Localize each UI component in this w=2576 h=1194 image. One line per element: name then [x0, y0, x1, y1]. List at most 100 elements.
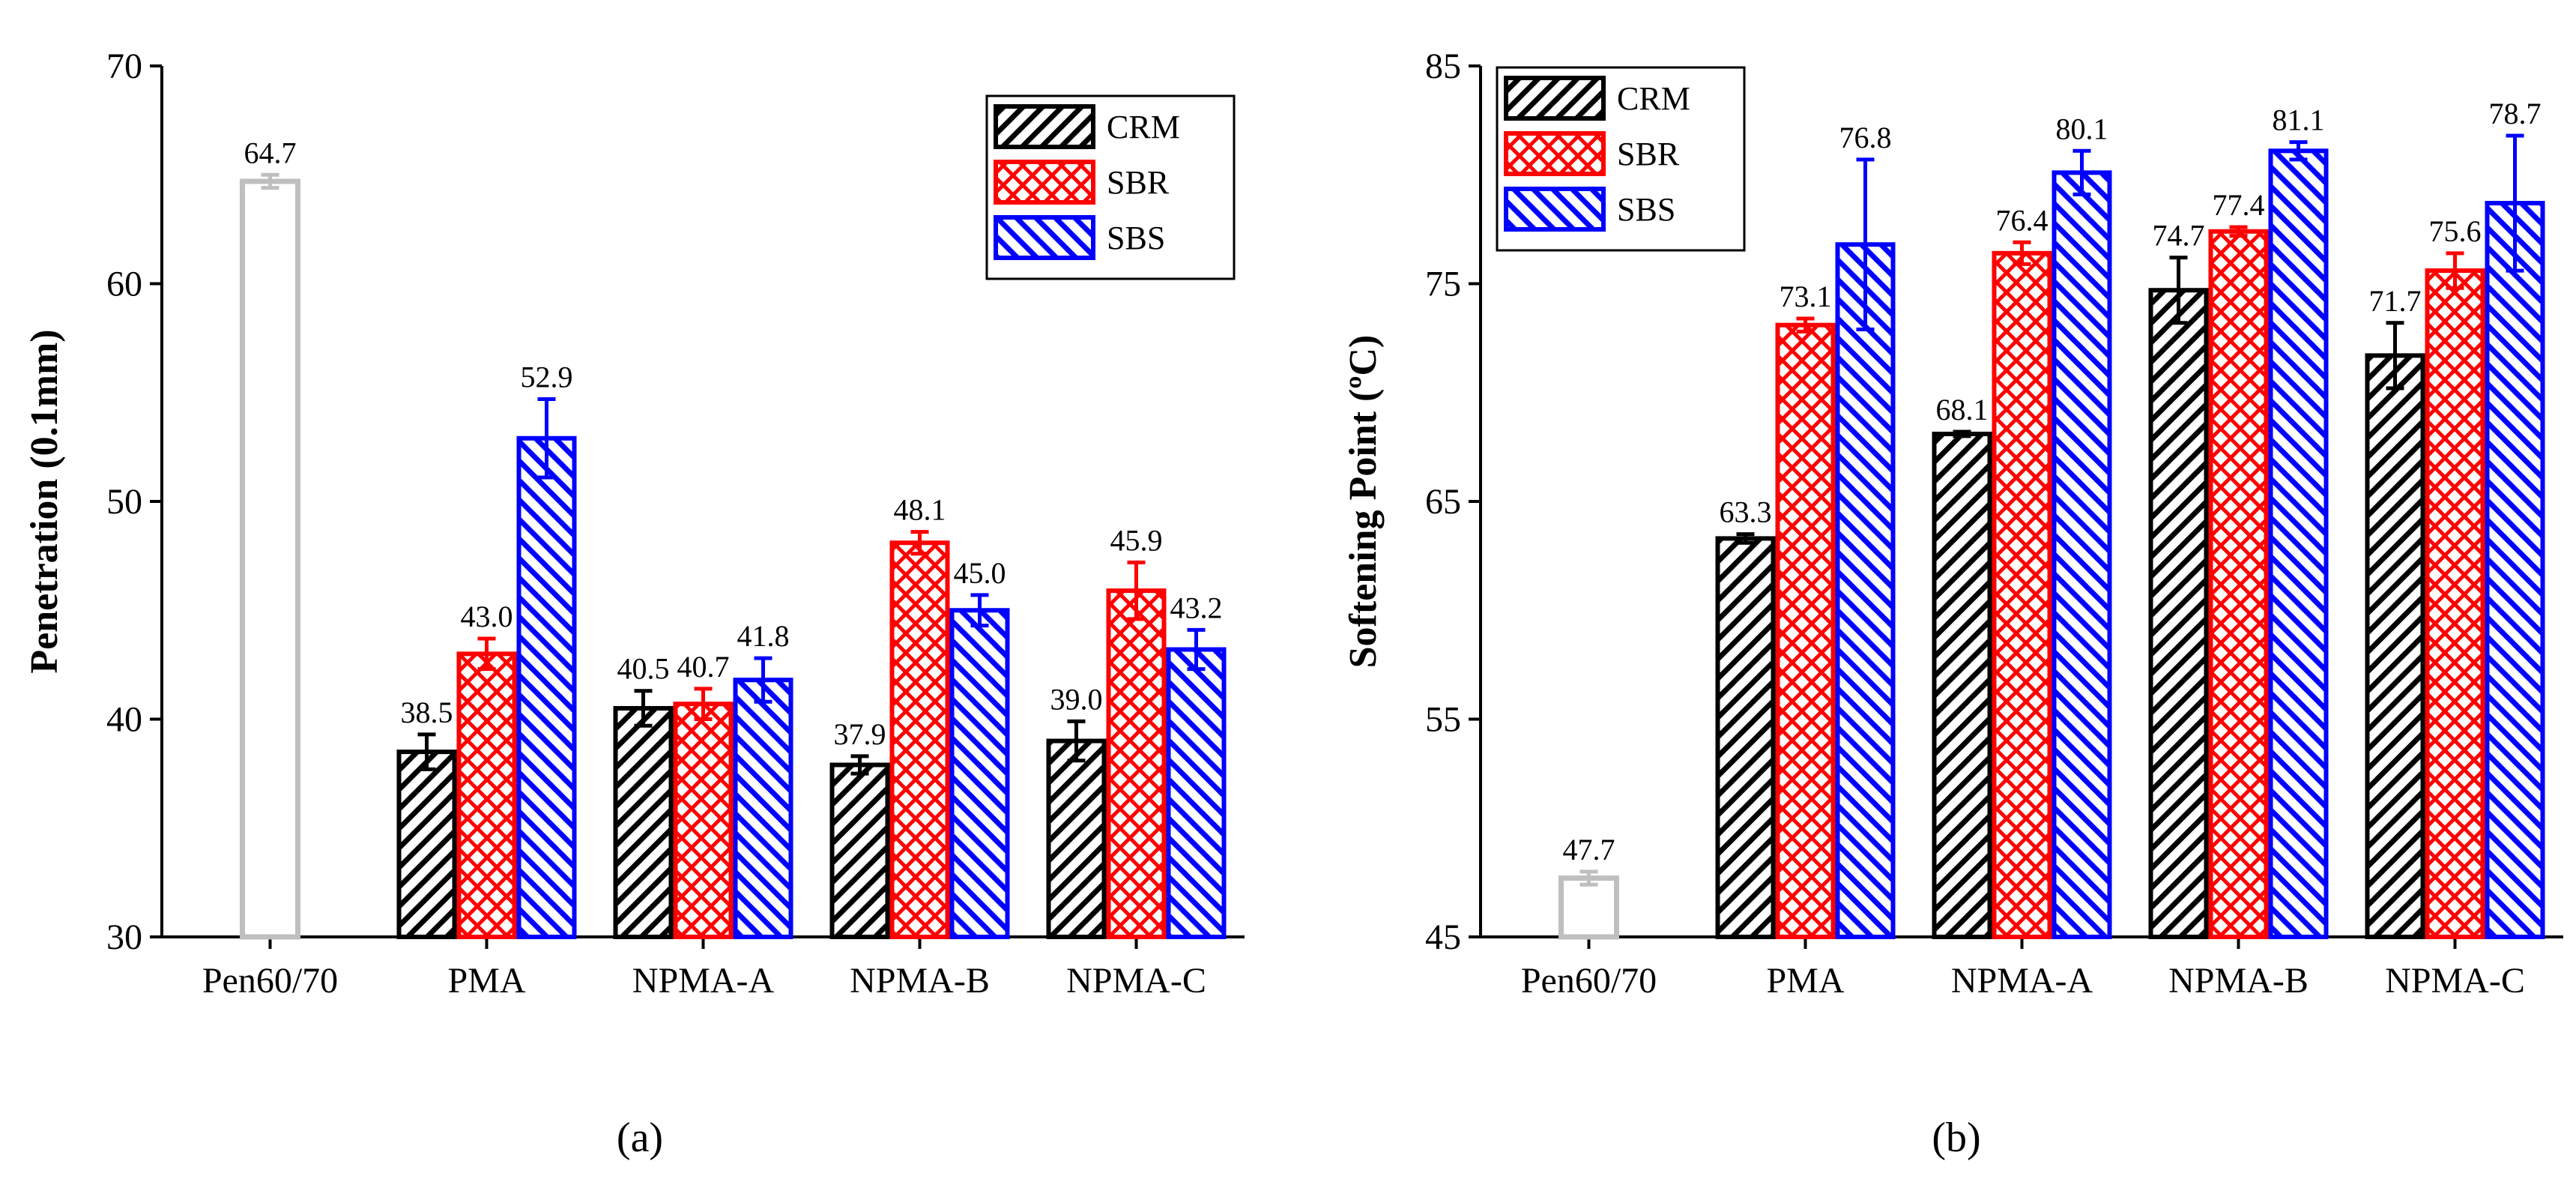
error-bar: [634, 689, 653, 728]
bar: [2052, 170, 2112, 940]
error-bar: [2013, 240, 2031, 266]
error-bar: [910, 530, 929, 556]
data-label: 38.5: [401, 696, 453, 729]
bar: [949, 608, 1010, 939]
caption: (a): [617, 1115, 663, 1161]
bar: [516, 435, 577, 939]
bar: [733, 678, 793, 940]
x-tick-label: PMA: [447, 961, 525, 1001]
legend-swatch: [1504, 76, 1606, 121]
data-label: 76.4: [1996, 203, 2049, 237]
bar: [1106, 588, 1167, 939]
x-tick-label: NPMA-A: [1951, 961, 2093, 1001]
y-tick-label: 40: [106, 700, 142, 740]
bar: [456, 651, 517, 939]
y-axis-label: Penetration (0.1mm): [23, 329, 66, 673]
bar: [889, 540, 950, 939]
data-label: 64.7: [244, 136, 297, 169]
y-tick-label: 45: [1425, 917, 1461, 957]
bar: [1835, 242, 1896, 939]
error-bar: [694, 687, 713, 721]
data-label: 45.0: [954, 556, 1006, 590]
legend-label: SBS: [1617, 191, 1675, 228]
data-label: 37.9: [834, 717, 886, 751]
legend-swatch: [994, 104, 1095, 149]
x-tick-label: NPMA-A: [632, 961, 775, 1001]
error-bar: [417, 732, 436, 771]
x-tick-label: Pen60/70: [202, 961, 338, 1001]
error-bar: [1579, 869, 1598, 887]
y-tick-label: 65: [1425, 482, 1461, 522]
data-label: 40.7: [677, 650, 730, 684]
data-label: 48.1: [894, 493, 946, 527]
y-tick-label: 55: [1425, 700, 1461, 740]
x-tick-label: NPMA-C: [2385, 961, 2525, 1001]
x-tick-label: NPMA-C: [1066, 961, 1206, 1001]
bar: [396, 750, 457, 940]
data-label: 47.7: [1563, 833, 1615, 866]
caption: (b): [1932, 1115, 1980, 1161]
error-bar: [2446, 251, 2464, 290]
bar: [673, 702, 734, 939]
y-tick-label: 70: [106, 46, 142, 86]
legend-label: CRM: [1107, 109, 1180, 145]
data-label: 40.5: [617, 652, 670, 686]
legend-label: SBS: [1107, 220, 1165, 256]
bar: [1992, 250, 2052, 939]
bar: [2268, 148, 2329, 939]
data-label: 73.1: [1780, 280, 1832, 313]
data-label: 43.0: [461, 600, 513, 633]
x-tick-label: NPMA-B: [2168, 961, 2309, 1001]
y-tick-label: 85: [1425, 46, 1461, 86]
error-bar: [261, 172, 279, 190]
bar: [1046, 738, 1107, 939]
data-label: 76.8: [1839, 121, 1892, 154]
data-label: 78.7: [2489, 97, 2542, 130]
bar: [1715, 536, 1776, 939]
data-label: 75.6: [2429, 214, 2482, 248]
bar: [2148, 288, 2209, 939]
error-bar: [2229, 225, 2248, 238]
y-tick-label: 60: [106, 265, 142, 304]
error-bar: [537, 397, 556, 480]
legend-swatch: [1504, 131, 1606, 176]
error-bar: [2506, 133, 2524, 273]
data-label: 68.1: [1936, 393, 1989, 426]
legend-label: SBR: [1107, 164, 1170, 201]
data-label: 52.9: [521, 360, 573, 394]
error-bar: [1953, 429, 1971, 438]
bar: [2208, 229, 2269, 939]
y-axis-label: Softening Point (ºC): [1342, 335, 1385, 669]
bar: [613, 705, 674, 939]
y-tick-label: 50: [106, 482, 142, 522]
x-tick-label: PMA: [1766, 961, 1844, 1001]
legend-swatch: [994, 160, 1095, 205]
error-bar: [2386, 321, 2404, 391]
bar: [2425, 268, 2485, 939]
error-bar: [970, 593, 989, 628]
error-bar: [1796, 316, 1815, 334]
data-label: 80.1: [2056, 112, 2108, 145]
data-label: 45.9: [1110, 523, 1163, 557]
error-bar: [754, 656, 773, 704]
bar: [2365, 353, 2425, 939]
bar: [1932, 431, 1992, 939]
bar: [2485, 201, 2545, 939]
legend-label: SBR: [1617, 136, 1680, 172]
bar: [1775, 322, 1836, 939]
error-bar: [477, 636, 496, 672]
data-label: 63.3: [1720, 495, 1772, 529]
y-tick-label: 75: [1425, 265, 1461, 304]
bar: [1558, 875, 1619, 940]
data-label: 74.7: [2153, 219, 2205, 253]
bar: [829, 762, 890, 939]
legend-label: CRM: [1617, 80, 1690, 117]
legend-swatch: [994, 215, 1095, 260]
error-bar: [1856, 157, 1875, 332]
data-label: 39.0: [1050, 682, 1103, 716]
error-bar: [2169, 256, 2188, 325]
error-bar: [1187, 627, 1206, 672]
y-tick-label: 30: [106, 917, 142, 957]
